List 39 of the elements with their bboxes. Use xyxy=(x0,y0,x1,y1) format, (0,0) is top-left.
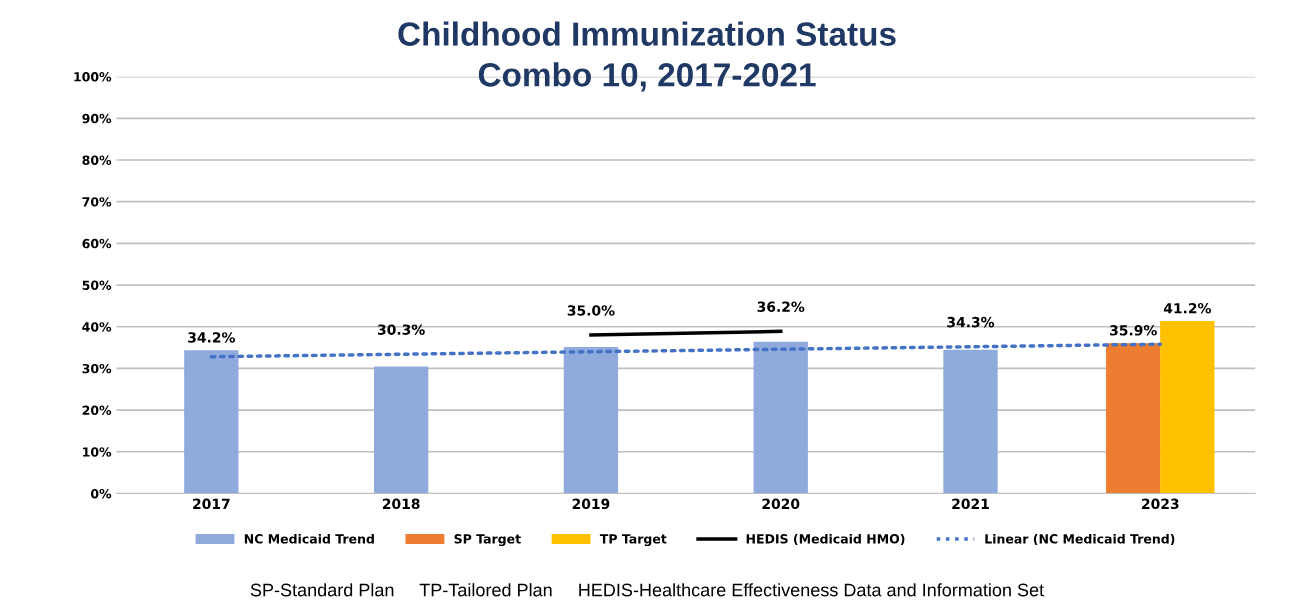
bar xyxy=(1160,321,1215,494)
x-tick-label: 2019 xyxy=(572,498,610,510)
y-tick-label: 70% xyxy=(82,197,112,207)
y-tick-label: 40% xyxy=(82,322,112,332)
line-series xyxy=(209,342,1163,359)
legend-label: HEDIS (Medicaid HMO) xyxy=(746,533,905,546)
bar xyxy=(373,366,429,494)
data-label: 35.0% xyxy=(567,305,615,316)
y-tick-label: 90% xyxy=(82,113,112,124)
bar xyxy=(753,341,808,494)
y-tick-label: 30% xyxy=(82,363,112,374)
x-tick-label: 2023 xyxy=(1142,498,1179,510)
x-tick-label: 2018 xyxy=(382,498,420,510)
x-tick-label: 2020 xyxy=(762,498,800,510)
bar xyxy=(563,346,619,494)
y-tick-label: 80% xyxy=(82,155,112,165)
legend-label: SP Target xyxy=(454,534,521,547)
x-tick-label: 2021 xyxy=(952,498,989,510)
legend-label: NC Medicaid Trend xyxy=(244,533,374,544)
data-label: 30.3% xyxy=(377,324,425,335)
legend-label: Linear (NC Medicaid Trend) xyxy=(985,533,1175,546)
data-label: 34.2% xyxy=(188,332,235,343)
bar xyxy=(1106,343,1161,494)
data-label: 36.2% xyxy=(757,301,805,312)
data-label: 35.9% xyxy=(1110,325,1157,336)
chart-title: Childhood Immunization Status Combo 10, 2017-2021 xyxy=(398,21,896,92)
y-tick-label: 60% xyxy=(82,238,112,249)
bar xyxy=(943,349,998,494)
y-tick-label: 50% xyxy=(82,280,112,290)
x-tick-label: 2017 xyxy=(193,498,230,510)
data-label: 41.2% xyxy=(1163,302,1211,314)
y-tick-label: 20% xyxy=(82,405,112,416)
y-tick-label: 10% xyxy=(83,447,112,457)
y-tick-label: 100% xyxy=(74,72,112,82)
data-label: 34.3% xyxy=(947,316,995,328)
y-tick-label: 0% xyxy=(90,488,112,499)
legend-label: TP Target xyxy=(599,534,667,547)
text: SP-Standard Plan TP-Tailored Plan HEDIS-Healthcare Effectiveness Data and Information Set xyxy=(250,583,1044,597)
bar xyxy=(184,350,239,494)
